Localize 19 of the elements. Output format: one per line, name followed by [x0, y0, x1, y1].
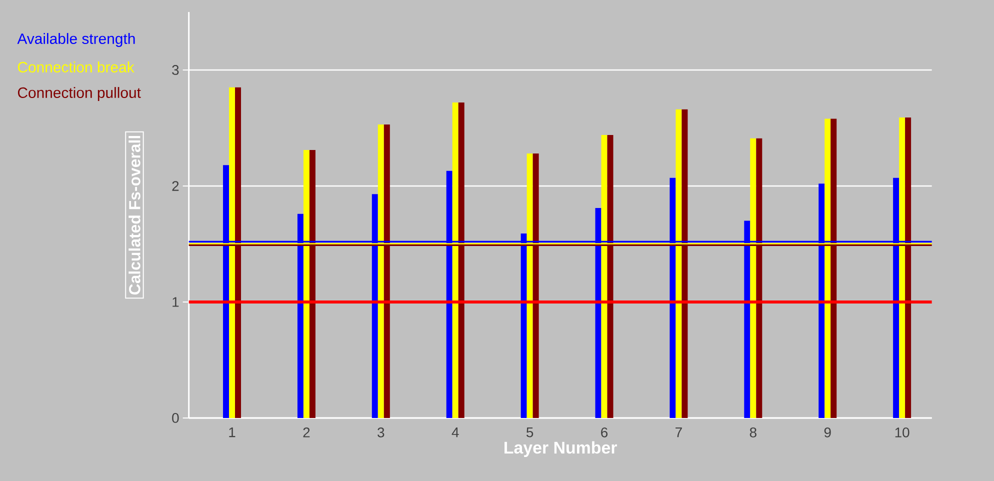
x-tick-label: 7	[676, 428, 682, 438]
y-tick-label: 0	[172, 413, 179, 423]
y-axis-title: Calculated Fs-overall	[128, 136, 140, 295]
x-tick-label: 5	[526, 428, 534, 438]
x-axis-title: Layer Number	[504, 441, 617, 458]
text: Available strength	[17, 33, 135, 47]
x-tick-label: 4	[452, 428, 459, 438]
x-tick-label: 1	[229, 428, 236, 438]
text: Connection break	[18, 62, 134, 72]
x-tick-label: 2	[303, 427, 310, 438]
x-tick-label: 10	[895, 427, 910, 438]
text: Connection pullout	[18, 87, 141, 101]
y-tick-label: 3	[172, 65, 179, 75]
x-tick-label: 9	[824, 427, 831, 438]
x-tick-label: 6	[601, 427, 608, 438]
y-tick-label: 1	[172, 297, 179, 307]
x-tick-label: 3	[378, 427, 384, 438]
x-tick-label: 8	[750, 427, 756, 438]
y-tick-label: 2	[172, 181, 179, 191]
